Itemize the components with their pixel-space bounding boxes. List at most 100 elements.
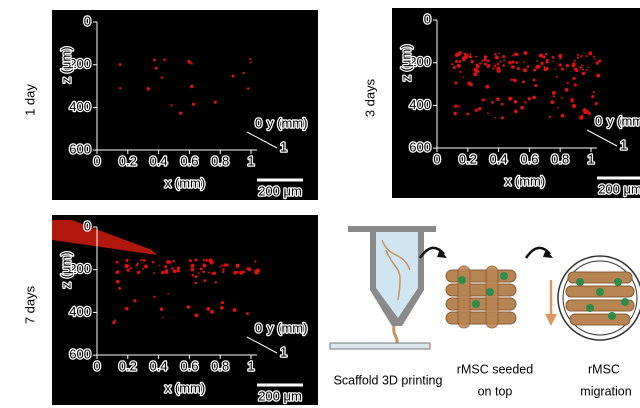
z-tick-label: 0 xyxy=(424,11,431,26)
y-axis-label: y (mm) xyxy=(267,320,307,335)
cell xyxy=(570,98,573,101)
cell xyxy=(203,263,206,266)
cell xyxy=(243,72,245,74)
cell xyxy=(481,60,483,62)
cell xyxy=(247,87,249,89)
cell xyxy=(235,264,239,268)
cell xyxy=(469,53,471,55)
x-tick-label: 1 xyxy=(247,153,254,168)
cell xyxy=(546,60,548,62)
cell xyxy=(523,68,527,72)
cell xyxy=(233,271,237,275)
cell xyxy=(487,64,491,68)
y-axis-zero: 0 xyxy=(595,113,602,128)
cell xyxy=(487,60,490,63)
y-axis-one: 1 xyxy=(280,139,287,154)
z-tick-label: 0 xyxy=(84,218,91,233)
cell xyxy=(147,87,150,90)
cell xyxy=(554,68,556,70)
cell xyxy=(549,116,551,118)
cell xyxy=(191,274,193,276)
cell xyxy=(195,259,198,262)
cell xyxy=(533,78,536,81)
cell xyxy=(455,60,458,63)
cell xyxy=(596,74,600,78)
cell xyxy=(494,65,496,67)
cell xyxy=(188,60,191,63)
cell xyxy=(512,55,514,57)
cell xyxy=(161,76,163,78)
x-tick-label: 0.6 xyxy=(180,153,198,168)
cell xyxy=(557,107,559,109)
cell xyxy=(210,260,213,263)
cell xyxy=(572,104,576,108)
cell xyxy=(190,264,194,268)
cell xyxy=(190,268,194,272)
cell xyxy=(497,63,500,66)
x-tick-label: 0.4 xyxy=(150,153,168,168)
x-tick-label: 1 xyxy=(247,358,254,373)
cell xyxy=(561,67,564,70)
cell xyxy=(473,68,477,72)
cell xyxy=(129,265,131,267)
cell xyxy=(220,306,224,310)
x-tick-label: 0.8 xyxy=(211,358,229,373)
cell xyxy=(484,58,487,61)
cell xyxy=(513,53,515,55)
cell xyxy=(503,59,505,61)
cell xyxy=(535,65,539,69)
cell xyxy=(127,268,130,271)
cell xyxy=(210,310,214,314)
cell xyxy=(572,77,575,80)
cell xyxy=(478,107,481,110)
cell xyxy=(473,72,477,76)
cell xyxy=(462,76,464,78)
cell xyxy=(536,60,538,62)
cell xyxy=(511,65,514,68)
cell xyxy=(551,100,555,104)
cell xyxy=(167,293,169,295)
cell xyxy=(539,53,543,57)
cell xyxy=(191,62,193,64)
cell xyxy=(158,265,160,267)
cell xyxy=(579,66,581,68)
caption: Scaffold 3D printing xyxy=(334,373,443,387)
cell xyxy=(528,97,531,100)
cell xyxy=(586,69,588,71)
cell xyxy=(475,109,478,112)
cell xyxy=(232,75,235,78)
cell xyxy=(515,62,518,65)
cell xyxy=(491,101,494,104)
cell xyxy=(152,261,155,264)
x-tick-label: 0 xyxy=(93,153,100,168)
cell xyxy=(595,102,598,105)
cell xyxy=(214,281,217,284)
cell xyxy=(195,275,198,278)
cell xyxy=(249,58,251,60)
scale-bar-label: 200 μm xyxy=(258,183,302,198)
cell xyxy=(527,65,530,68)
cell xyxy=(464,53,467,56)
cell xyxy=(593,91,595,93)
cell xyxy=(203,259,205,261)
cell xyxy=(487,112,489,114)
x-tick-label: 0 xyxy=(433,151,440,166)
cell xyxy=(517,67,520,70)
cell xyxy=(586,55,588,57)
cell xyxy=(141,259,143,261)
cell xyxy=(246,267,249,270)
cell xyxy=(522,80,525,83)
cell xyxy=(485,85,489,89)
cell xyxy=(540,62,543,65)
caption: on top xyxy=(478,384,513,398)
cell xyxy=(501,116,504,119)
cell xyxy=(177,266,180,269)
cell xyxy=(559,63,562,66)
cell xyxy=(160,307,164,311)
cell xyxy=(165,270,168,273)
cell xyxy=(462,57,466,61)
cell xyxy=(591,95,594,98)
cell xyxy=(502,64,505,67)
cell xyxy=(469,83,472,86)
